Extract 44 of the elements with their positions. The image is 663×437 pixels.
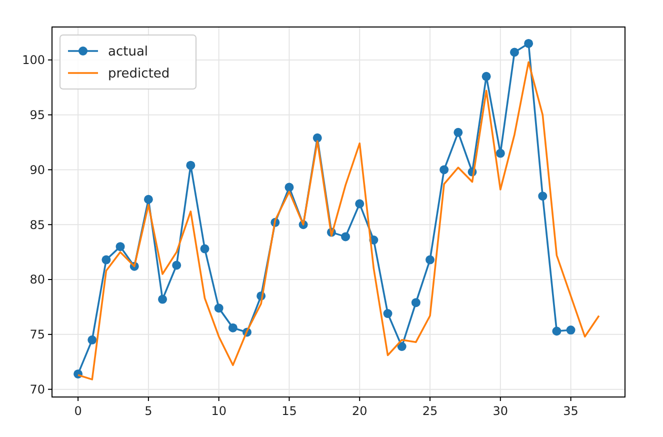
x-tick-label: 25: [422, 404, 438, 418]
point: [88, 335, 97, 344]
point: [566, 326, 576, 335]
point: [172, 260, 182, 270]
point: [312, 133, 322, 142]
point: [426, 255, 435, 264]
x-tick-label: 35: [563, 404, 578, 418]
point: [411, 298, 420, 308]
point: [355, 199, 364, 208]
point: [496, 148, 505, 158]
point: [397, 342, 406, 351]
x-tick-label: 0: [74, 404, 82, 418]
x-tick-label: 20: [352, 404, 368, 418]
x-tick-label: 10: [211, 404, 226, 418]
point: [454, 128, 463, 137]
y-tick-label: 70: [30, 382, 45, 397]
y-tick-label: 80: [30, 272, 45, 287]
point: [116, 242, 125, 252]
point: [102, 255, 111, 264]
point: [341, 232, 350, 242]
point: [524, 38, 534, 48]
y-tick-label: 90: [30, 162, 45, 177]
point: [552, 326, 562, 336]
point: [214, 304, 224, 313]
legend-label: actual: [108, 44, 148, 60]
legend-label: predicted: [108, 66, 170, 82]
x-tick-label: 15: [282, 404, 297, 418]
y-tick-label: 100: [22, 53, 45, 68]
y-tick-label: 85: [30, 218, 45, 232]
point: [383, 309, 392, 318]
point: [284, 182, 294, 192]
point: [186, 160, 196, 170]
point: [538, 192, 548, 201]
point: [440, 165, 449, 174]
x-tick-label: 30: [492, 404, 508, 418]
point: [144, 194, 153, 204]
y-tick-label: 95: [30, 108, 45, 122]
y-tick-label: 75: [30, 328, 45, 342]
point: [200, 244, 210, 254]
point: [158, 294, 168, 304]
point: [228, 323, 238, 332]
point: [510, 48, 519, 57]
x-tick-label: 5: [144, 404, 152, 418]
point: [482, 72, 491, 81]
